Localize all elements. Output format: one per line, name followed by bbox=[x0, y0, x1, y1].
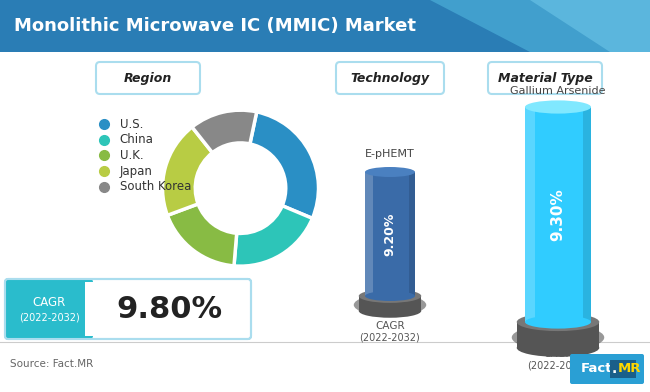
FancyBboxPatch shape bbox=[5, 279, 251, 339]
FancyBboxPatch shape bbox=[570, 354, 644, 384]
Text: CAGR: CAGR bbox=[375, 321, 405, 331]
FancyBboxPatch shape bbox=[5, 279, 93, 339]
Text: U.K.: U.K. bbox=[120, 149, 143, 162]
Ellipse shape bbox=[354, 294, 426, 316]
Text: E-pHEMT: E-pHEMT bbox=[365, 149, 415, 159]
Wedge shape bbox=[168, 204, 237, 266]
FancyBboxPatch shape bbox=[336, 62, 444, 94]
Text: (2022-2032): (2022-2032) bbox=[359, 332, 421, 342]
Bar bbox=[359, 296, 421, 311]
Text: MR: MR bbox=[618, 363, 642, 376]
Bar bbox=[583, 107, 591, 322]
Ellipse shape bbox=[359, 304, 421, 318]
Polygon shape bbox=[530, 0, 650, 52]
Bar bbox=[517, 322, 599, 348]
Text: 9.30%: 9.30% bbox=[551, 188, 566, 241]
Wedge shape bbox=[192, 110, 257, 153]
Text: .: . bbox=[612, 362, 618, 376]
Wedge shape bbox=[250, 112, 318, 218]
FancyBboxPatch shape bbox=[96, 62, 200, 94]
Bar bbox=[525, 107, 591, 322]
Bar bbox=[610, 360, 636, 378]
Text: Source: Fact.MR: Source: Fact.MR bbox=[10, 359, 93, 369]
Ellipse shape bbox=[525, 100, 591, 114]
Ellipse shape bbox=[517, 313, 599, 331]
Ellipse shape bbox=[517, 339, 599, 357]
Bar bbox=[365, 172, 372, 296]
Text: 9.80%: 9.80% bbox=[116, 294, 222, 323]
Text: 9.20%: 9.20% bbox=[384, 212, 396, 256]
Ellipse shape bbox=[512, 325, 604, 350]
Bar bbox=[409, 172, 415, 296]
Ellipse shape bbox=[359, 289, 421, 303]
Wedge shape bbox=[234, 206, 313, 266]
Text: (2022-2032): (2022-2032) bbox=[528, 360, 588, 370]
Bar bbox=[525, 107, 535, 322]
Ellipse shape bbox=[365, 167, 415, 177]
Wedge shape bbox=[162, 127, 213, 215]
Text: Fact: Fact bbox=[581, 363, 612, 376]
Ellipse shape bbox=[365, 291, 415, 301]
Text: Region: Region bbox=[124, 71, 172, 85]
Text: Monolithic Microwave IC (MMIC) Market: Monolithic Microwave IC (MMIC) Market bbox=[14, 17, 416, 35]
Text: Japan: Japan bbox=[120, 165, 153, 178]
Text: Technology: Technology bbox=[350, 71, 430, 85]
Bar bbox=[0, 0, 650, 52]
Polygon shape bbox=[430, 0, 650, 52]
Text: Material Type: Material Type bbox=[498, 71, 592, 85]
Text: South Korea: South Korea bbox=[120, 180, 191, 193]
FancyBboxPatch shape bbox=[488, 62, 602, 94]
Text: (2022-2032): (2022-2032) bbox=[19, 312, 79, 322]
Text: U.S.: U.S. bbox=[120, 118, 143, 131]
Text: Gallium Arsenide: Gallium Arsenide bbox=[510, 86, 606, 96]
Text: CAGR: CAGR bbox=[32, 296, 66, 309]
Bar bbox=[85, 282, 95, 336]
Text: CAGR: CAGR bbox=[543, 349, 573, 359]
Text: China: China bbox=[120, 133, 153, 146]
Bar bbox=[365, 172, 415, 296]
Ellipse shape bbox=[525, 316, 591, 328]
